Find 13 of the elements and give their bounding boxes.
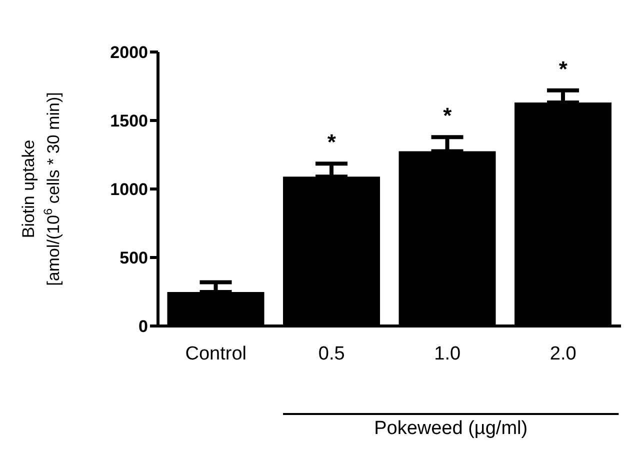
x-tick-label: Control: [185, 343, 246, 364]
y-tick-label: 2000: [110, 43, 148, 62]
y-tick-label: 1000: [110, 180, 148, 200]
x-tick-label: 1.0: [434, 343, 461, 364]
x-tick-label: 0.5: [318, 343, 345, 364]
annotation: *: [443, 103, 452, 128]
x-tick-label: 2.0: [550, 343, 576, 364]
y-tick-label: 1500: [110, 112, 148, 131]
x-axis-title: Pokeweed (µg/ml): [374, 418, 528, 439]
y-tick-label: 0: [138, 317, 148, 336]
annotation: *: [327, 130, 336, 155]
annotation: *: [558, 56, 568, 82]
y-tick-label: 500: [120, 248, 148, 268]
